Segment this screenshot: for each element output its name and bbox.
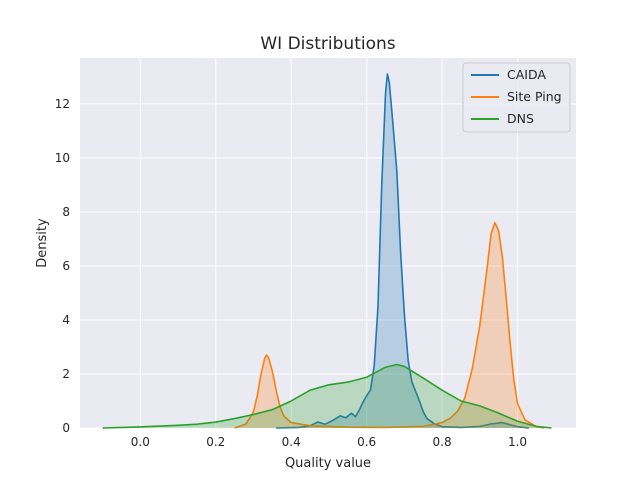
y-tick-label: 2	[62, 367, 70, 381]
series-area-site-ping	[234, 222, 544, 428]
y-tick-label: 12	[55, 97, 70, 111]
series-area-caida	[276, 74, 529, 428]
y-tick-label: 6	[62, 259, 70, 273]
x-tick-label: 0.2	[206, 435, 225, 449]
y-axis-label: Density	[35, 218, 50, 268]
legend-label: DNS	[507, 111, 534, 126]
x-tick-label: 0.6	[357, 435, 376, 449]
x-tick-label: 0.8	[433, 435, 452, 449]
x-tick-label: 0.0	[131, 435, 150, 449]
series-line-dns	[102, 363, 552, 429]
series-layer	[102, 73, 552, 429]
series-area-dns	[102, 364, 552, 428]
y-tick-label: 4	[62, 313, 70, 327]
legend-label: CAIDA	[507, 67, 546, 82]
x-tick-label: 1.0	[508, 435, 527, 449]
grid	[80, 58, 576, 429]
y-tick-label: 10	[55, 151, 70, 165]
y-tick-label: 8	[62, 205, 70, 219]
series-line-caida	[276, 73, 529, 429]
y-axis-ticks: 0 2 4 6 8 10 12	[55, 97, 70, 435]
series-line-site-ping	[234, 221, 545, 429]
chart-title: WI Distributions	[260, 34, 395, 54]
y-tick-label: 0	[62, 421, 70, 435]
x-axis-ticks: 0.0 0.2 0.4 0.6 0.8 1.0	[131, 435, 527, 449]
legend-label: Site Ping	[507, 89, 562, 104]
x-tick-label: 0.4	[282, 435, 301, 449]
legend: CAIDA Site Ping DNS	[462, 62, 571, 133]
legend-box	[462, 62, 571, 133]
x-axis-label: Quality value	[285, 456, 371, 471]
